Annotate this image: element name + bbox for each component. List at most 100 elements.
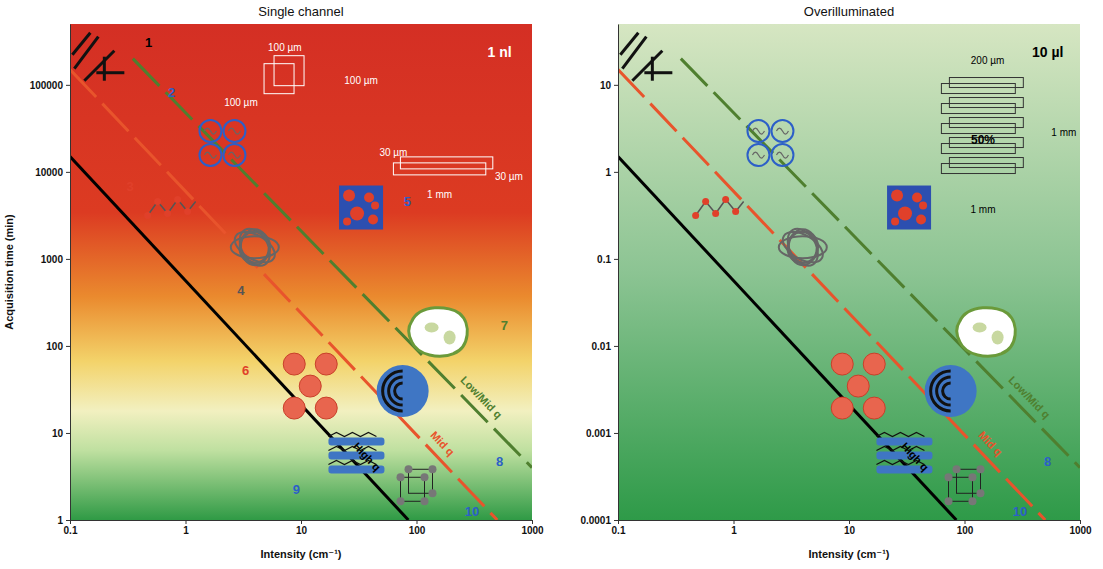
icon-5	[887, 186, 931, 230]
icon-part	[953, 465, 961, 473]
icons	[72, 33, 467, 506]
icon-part	[651, 57, 654, 81]
icon-2	[199, 120, 245, 166]
icon-part	[368, 215, 378, 225]
tick-label: 1000	[521, 525, 544, 536]
annotation: 10 µl	[1032, 44, 1063, 60]
tick: 100	[957, 520, 974, 536]
icon-part	[945, 473, 953, 481]
icon-part	[969, 497, 977, 505]
tick: 1	[605, 167, 618, 178]
tick: 0.1	[612, 520, 626, 536]
y-axis: 110100100010000100000	[30, 25, 71, 526]
icon-part	[887, 186, 931, 230]
icon-part	[632, 51, 662, 81]
icon-part	[421, 497, 429, 505]
icon-part	[891, 190, 903, 202]
tick: 100000	[30, 80, 70, 91]
series-line	[681, 59, 1080, 468]
tick: 10	[52, 428, 70, 439]
line-label: Mid q	[428, 429, 456, 458]
icon-part	[752, 152, 764, 158]
axis-line	[70, 25, 71, 521]
icon-part	[283, 353, 305, 375]
icon-7	[409, 308, 468, 357]
icon-part	[783, 226, 823, 268]
icon-6	[283, 353, 337, 419]
icon-part	[364, 193, 374, 203]
icon-part	[620, 33, 638, 55]
icon-part	[425, 323, 439, 333]
annotation: 1 mm	[970, 204, 995, 215]
annotation: 3	[126, 179, 133, 194]
icon-part	[204, 152, 216, 158]
icon-part	[977, 489, 985, 497]
tick-label: 10	[296, 525, 308, 536]
icon-4	[778, 223, 828, 271]
annotation: 1 mm	[427, 189, 452, 200]
icon-3	[144, 196, 196, 219]
icon-part	[973, 323, 987, 333]
volume-sketch	[941, 78, 1023, 174]
annotation: 9	[293, 482, 300, 497]
icon-part	[444, 331, 456, 345]
icon-part	[405, 465, 413, 473]
panel: Overilluminated0.111010010000.00010.0010…	[580, 4, 1092, 560]
tick-mark	[301, 520, 302, 524]
line-label: Mid q	[976, 429, 1004, 458]
icon-part	[831, 397, 853, 419]
icon-part	[957, 308, 1016, 357]
annotations: 10 µl200 µm50%1 mm1 mm810	[970, 44, 1076, 519]
icon-part	[702, 198, 709, 205]
plot-background	[70, 24, 532, 520]
tick: 0.0001	[580, 515, 618, 526]
tick: 1	[183, 520, 189, 536]
y-axis-title: Acquisition time (min)	[3, 214, 15, 330]
icon-part	[712, 210, 719, 217]
icon-part	[397, 473, 405, 481]
tick-mark	[614, 172, 618, 173]
line-label: Low/Mid q	[458, 374, 504, 421]
icon-9	[328, 433, 384, 474]
icon-part	[876, 433, 924, 437]
icons	[620, 33, 1015, 506]
icon-part	[343, 190, 355, 202]
icon-7	[957, 308, 1016, 357]
icon-1	[72, 33, 124, 81]
icon-part	[732, 208, 739, 215]
icon-part	[339, 186, 383, 230]
series-group	[70, 59, 532, 520]
annotations: 1 nl100 µm100 µm100 µm30 µm30 µm1 mm1234…	[126, 35, 522, 519]
icon-part	[395, 383, 403, 399]
tick-label: 0.1	[612, 525, 626, 536]
icon-part	[937, 377, 951, 405]
icon-part	[692, 212, 699, 219]
annotation: 1	[145, 35, 152, 50]
icon-part	[223, 120, 245, 142]
icon-part	[747, 120, 769, 142]
tick-label: 10	[600, 80, 612, 91]
icon-part	[184, 208, 191, 215]
icon-part	[771, 144, 793, 166]
tick: 0.1	[64, 520, 78, 536]
line-label: Low/Mid q	[1006, 374, 1052, 421]
title: Single channel	[258, 4, 343, 19]
icon-10	[397, 465, 437, 505]
annotation: 30 µm	[495, 171, 523, 182]
icon-part	[949, 477, 973, 501]
axis-line	[618, 25, 619, 521]
tick-mark	[849, 520, 850, 524]
tick-label: 100000	[30, 80, 64, 91]
tick-mark	[614, 259, 618, 260]
icon-part	[144, 212, 151, 219]
annotation: 30 µm	[379, 147, 407, 158]
sketch	[949, 158, 1023, 168]
tick-mark	[614, 85, 618, 86]
sketch	[264, 64, 294, 94]
icon-part	[228, 152, 240, 158]
tick-mark	[66, 346, 70, 347]
sketch	[949, 78, 1023, 88]
icon-part	[72, 33, 90, 55]
icon-9	[876, 433, 932, 474]
icon-10	[945, 465, 985, 505]
